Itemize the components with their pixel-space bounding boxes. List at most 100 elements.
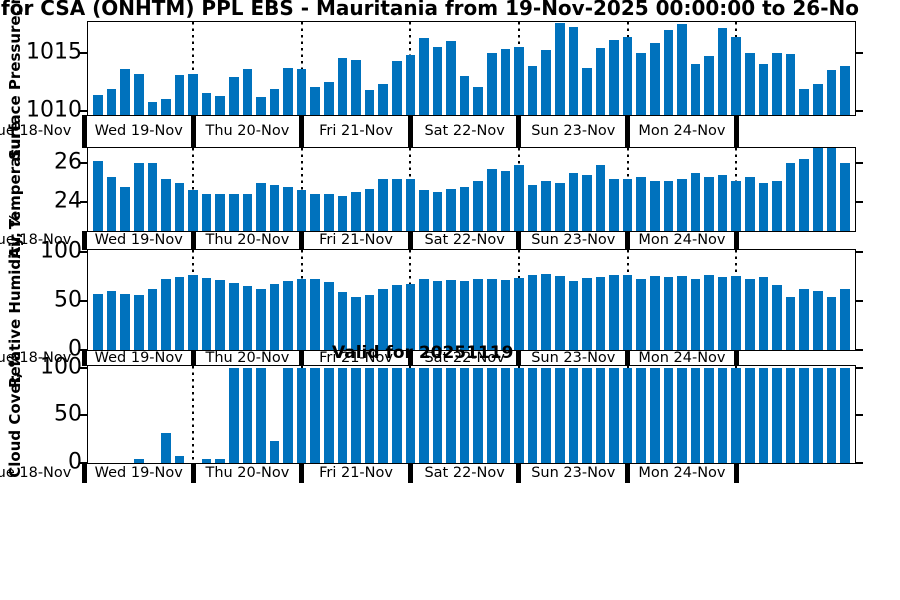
day-boundary-gridline <box>300 148 303 231</box>
surface-pressure-bar <box>215 96 225 115</box>
relative-humidity-bar <box>840 289 850 350</box>
ytick-mark <box>80 201 87 204</box>
relative-humidity-bar <box>609 274 619 350</box>
cloud-cover-bar <box>473 367 484 463</box>
air-temperature-bar <box>799 158 809 231</box>
cloud-cover-bar <box>514 367 524 463</box>
air-temperature-bar <box>649 180 660 231</box>
surface-pressure-bar <box>337 58 348 115</box>
cloud-cover-bar <box>432 367 443 463</box>
day-label: Thu 20-Nov <box>205 349 290 366</box>
air-temperature-bar <box>473 180 484 231</box>
relative-humidity-bar <box>215 280 225 350</box>
surface-pressure-bar <box>582 67 592 115</box>
cloud-cover-bar <box>812 367 823 463</box>
day-tick <box>407 115 413 148</box>
relative-humidity-bar <box>758 277 769 350</box>
relative-humidity-bar <box>432 281 443 350</box>
cloud-cover-bar <box>283 367 293 463</box>
cloud-cover-bar <box>717 367 728 463</box>
ytick-mark <box>856 110 863 113</box>
relative-humidity-bar <box>745 279 755 350</box>
surface-pressure-bar <box>201 92 212 115</box>
day-tick <box>516 115 522 148</box>
air-temperature-bar <box>595 164 606 231</box>
air-temperature-bar <box>677 178 687 231</box>
ytick-mark <box>856 51 863 54</box>
surface-pressure-bar <box>269 89 280 115</box>
air-temperature-bar <box>622 178 633 231</box>
relative-humidity-bar <box>133 295 144 350</box>
day-tick <box>733 350 739 366</box>
air-temperature-bar <box>554 182 565 231</box>
relative-humidity-bar <box>324 282 334 350</box>
air-temperature-bar <box>772 180 782 231</box>
relative-humidity-bar <box>704 274 714 350</box>
air-temperature-bar <box>174 182 185 231</box>
cloud-cover-bar <box>609 367 619 463</box>
air-temperature-bar <box>582 174 592 231</box>
relative-humidity-bar <box>106 291 117 350</box>
day-tick <box>299 231 305 250</box>
edge-day-label: Tue 18-Nov <box>0 232 72 248</box>
relative-humidity-bar <box>514 278 524 350</box>
relative-humidity-bar <box>201 278 212 350</box>
air-temperature-bar <box>201 194 212 231</box>
relative-humidity-bar <box>785 297 796 350</box>
relative-humidity-bar <box>826 297 837 350</box>
relative-humidity-bar <box>391 285 402 350</box>
relative-humidity-ytick-label: 50 <box>54 287 82 313</box>
relative-humidity-bar <box>337 292 348 350</box>
cloud-cover-bar <box>405 367 416 463</box>
air-temperature-bar <box>745 176 755 231</box>
surface-pressure-bar <box>324 82 334 115</box>
relative-humidity-bar <box>649 276 660 350</box>
day-tick <box>407 231 413 250</box>
ytick-mark <box>856 414 863 417</box>
day-tick <box>625 115 631 148</box>
cloud-cover-bar <box>554 367 565 463</box>
day-label: Thu 20-Nov <box>205 123 290 139</box>
surface-pressure-bar <box>636 52 646 115</box>
surface-pressure-bar <box>745 52 755 115</box>
day-tick <box>733 231 739 250</box>
surface-pressure-bar <box>391 60 402 115</box>
relative-humidity-bar <box>812 291 823 350</box>
edge-day-label: Tue 18-Nov <box>0 464 72 481</box>
cloud-cover-bar <box>419 367 429 463</box>
surface-pressure-bar <box>147 102 158 115</box>
relative-humidity-bar <box>256 289 266 350</box>
day-label: Sat 22-Nov <box>424 232 505 248</box>
cloud-cover-ytick-label: 50 <box>54 401 82 427</box>
cloud-cover-bar <box>256 367 266 463</box>
day-label: Wed 19-Nov <box>94 464 183 481</box>
air-temperature-bar <box>609 178 619 231</box>
air-temperature-bar <box>147 162 158 231</box>
cloud-cover-bar <box>622 367 633 463</box>
air-temperature-bar <box>378 178 388 231</box>
surface-pressure-bar <box>161 98 171 115</box>
air-temperature-bar <box>120 186 130 231</box>
day-tick <box>625 463 631 483</box>
air-temperature-bar <box>310 194 321 231</box>
cloud-cover-plot-area <box>87 365 856 464</box>
cloud-cover-bar <box>690 367 701 463</box>
surface-pressure-bar <box>690 64 701 115</box>
surface-pressure-ytick-label: 1010 <box>26 97 82 123</box>
surface-pressure-plot-area <box>87 21 856 116</box>
cloud-cover-ylabel: Cloud Cover, % <box>6 351 24 478</box>
surface-pressure-bar <box>609 39 619 115</box>
cloud-cover-bar <box>324 367 334 463</box>
air-temperature-bar <box>541 180 551 231</box>
day-label: Sun 23-Nov <box>531 232 616 248</box>
air-temperature-bar <box>840 162 850 231</box>
cloud-cover-bar <box>269 441 280 463</box>
day-tick <box>299 115 305 148</box>
cloud-cover-bar <box>500 367 511 463</box>
relative-humidity-ytick-label: 0 <box>68 336 82 362</box>
surface-pressure-bar <box>133 73 144 115</box>
surface-pressure-bar <box>568 26 579 115</box>
surface-pressure-bar <box>351 59 361 115</box>
day-label: Fri 21-Nov <box>319 232 393 248</box>
surface-pressure-bar <box>459 76 470 115</box>
